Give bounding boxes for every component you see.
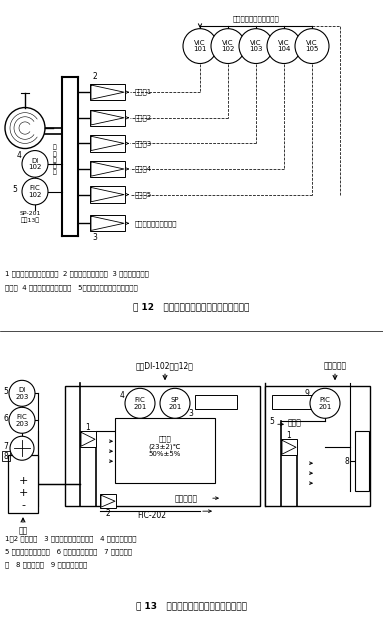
Text: 2: 2 [106, 509, 110, 517]
Circle shape [9, 380, 35, 406]
Bar [90, 215, 125, 232]
Text: 压差设定値: 压差设定値 [323, 362, 347, 371]
Circle shape [239, 28, 273, 64]
Text: VIC
102: VIC 102 [221, 40, 235, 52]
Text: 实验室
(23±2)℃
50%±5%: 实验室 (23±2)℃ 50%±5% [149, 435, 181, 457]
Text: 排风柜2: 排风柜2 [135, 114, 152, 121]
Text: 机   8 压差传感器   9 压差显示控制器: 机 8 压差传感器 9 压差显示控制器 [5, 562, 87, 569]
Text: VIC
101: VIC 101 [193, 40, 207, 52]
Circle shape [183, 28, 217, 64]
Text: 5: 5 [270, 416, 275, 426]
Text: 3: 3 [93, 233, 97, 242]
Text: 计
算
给
定
値: 计 算 给 定 値 [53, 145, 57, 175]
Bar [272, 395, 312, 410]
Text: 1: 1 [286, 431, 291, 440]
Text: 1 风量（风速）显示控制器  2 变风量阀（排风柜）  3 变风量阀（全室: 1 风量（风速）显示控制器 2 变风量阀（排风柜） 3 变风量阀（全室 [5, 270, 149, 277]
Text: FIC
102: FIC 102 [28, 186, 42, 198]
Text: FIC
201: FIC 201 [133, 397, 147, 410]
Text: 5 风量叠加计算给定器   6 总风量显示控制器   7 变频调速风: 5 风量叠加计算给定器 6 总风量显示控制器 7 变频调速风 [5, 549, 132, 555]
Text: 排风柜4: 排风柜4 [135, 166, 152, 172]
Bar [90, 161, 125, 177]
Text: 图 13   实验室新风补风量自动控制原理图: 图 13 实验室新风补风量自动控制原理图 [136, 601, 247, 611]
Bar [100, 494, 116, 508]
Text: 1、2 变风量阀   3 补风量差値计算给定器   4 风量显示控制器: 1、2 变风量阀 3 补风量差値计算给定器 4 风量显示控制器 [5, 536, 136, 543]
Circle shape [22, 178, 48, 205]
Text: 4: 4 [119, 391, 124, 400]
Circle shape [9, 407, 35, 433]
Text: 排风柜面风速传感器信号: 排风柜面风速传感器信号 [232, 15, 279, 21]
Bar [90, 135, 125, 151]
Bar [281, 439, 297, 455]
Circle shape [211, 28, 245, 64]
Bar [265, 386, 370, 506]
Text: PIC
201: PIC 201 [318, 397, 332, 410]
Circle shape [5, 107, 45, 148]
Text: VIC
103: VIC 103 [249, 40, 263, 52]
Text: DI
203: DI 203 [15, 387, 29, 399]
Text: 3: 3 [188, 409, 193, 418]
Text: B方案: B方案 [285, 398, 299, 407]
Text: SP
201: SP 201 [168, 397, 182, 410]
Text: SP-201
（图13）: SP-201 （图13） [19, 211, 41, 223]
Circle shape [160, 388, 190, 418]
Text: 排风柜1: 排风柜1 [135, 89, 152, 95]
Text: VIC
104: VIC 104 [277, 40, 291, 52]
Text: -: - [21, 500, 25, 510]
Bar [355, 431, 369, 491]
Text: 1: 1 [86, 423, 90, 432]
Text: 1: 1 [188, 48, 192, 57]
Text: A方案: A方案 [209, 398, 223, 407]
Text: 9: 9 [304, 389, 309, 398]
Bar [90, 110, 125, 126]
Text: 排风柜5: 排风柜5 [135, 191, 152, 198]
Text: +: + [18, 488, 28, 498]
Bar [65, 386, 260, 506]
Text: 5: 5 [3, 387, 8, 396]
Text: VIC
105: VIC 105 [305, 40, 319, 52]
Text: 5: 5 [13, 185, 18, 194]
Text: 总风管: 总风管 [288, 419, 302, 428]
Bar [80, 431, 96, 447]
Circle shape [10, 436, 34, 460]
Circle shape [295, 28, 329, 64]
Bar [90, 84, 125, 100]
Text: FIC-202: FIC-202 [137, 510, 167, 520]
Text: 来自实验室的全室排风: 来自实验室的全室排风 [135, 220, 177, 227]
Text: FIC
203: FIC 203 [15, 414, 29, 427]
Text: 排风柜3: 排风柜3 [135, 140, 152, 146]
Circle shape [267, 28, 301, 64]
Circle shape [310, 388, 340, 418]
Text: 8: 8 [345, 457, 349, 466]
Circle shape [22, 151, 48, 177]
Bar [115, 418, 215, 483]
Bar [2, 451, 10, 461]
Text: 至其他房间: 至其他房间 [175, 495, 198, 504]
Text: 4: 4 [16, 151, 21, 160]
Circle shape [125, 388, 155, 418]
Text: 来自DI-102（图12）: 来自DI-102（图12） [136, 362, 194, 371]
Text: 新风: 新风 [18, 527, 28, 536]
Text: DI
102: DI 102 [28, 158, 42, 170]
Text: 排风）  4 房间排风量叠加计算器   5（全室排风）风量显示控制器: 排风） 4 房间排风量叠加计算器 5（全室排风）风量显示控制器 [5, 285, 138, 291]
Text: 8: 8 [3, 452, 8, 461]
Bar [195, 395, 237, 410]
Bar [90, 186, 125, 203]
Text: +: + [18, 476, 28, 487]
Text: 6: 6 [3, 414, 8, 423]
Text: 2: 2 [93, 73, 97, 81]
Text: 7: 7 [3, 442, 8, 451]
Bar [8, 455, 38, 513]
Text: 图 12   实验室内全室排风量自动控制原理图: 图 12 实验室内全室排风量自动控制原理图 [133, 303, 249, 312]
